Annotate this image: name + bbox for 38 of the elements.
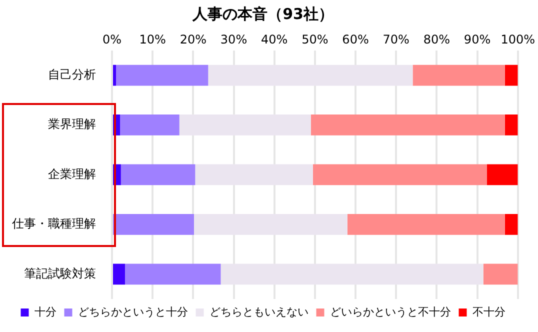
- x-tick-label: 10%: [139, 32, 166, 46]
- bar: [504, 114, 518, 136]
- legend-label: 不十分: [472, 305, 506, 318]
- bar: [347, 214, 505, 235]
- y-tick-label: 筆記試験対策: [24, 266, 96, 280]
- bar: [504, 214, 518, 235]
- chart-title: 人事の本音（93社）: [192, 4, 334, 23]
- bar: [504, 64, 518, 86]
- bar: [113, 214, 194, 235]
- bar: [124, 264, 221, 285]
- y-tick-label: 企業理解: [48, 166, 96, 181]
- x-tick-label: 80%: [423, 32, 450, 46]
- legend-label: どちらかというと十分: [78, 305, 188, 318]
- x-tick-label: 50%: [302, 32, 328, 46]
- x-tick-label: 0%: [102, 32, 122, 46]
- bar: [120, 114, 180, 136]
- legend-label: どいらかというと不十分: [330, 305, 451, 318]
- x-tick-label: 100%: [500, 32, 536, 46]
- y-tick-label: 仕事・職種理解: [11, 216, 96, 231]
- y-tick-label: 自己分析: [48, 67, 96, 82]
- x-tick-label: 90%: [464, 32, 491, 46]
- bar: [487, 164, 518, 186]
- x-tick-label: 30%: [220, 32, 248, 46]
- bar: [113, 64, 116, 86]
- bar: [312, 164, 488, 186]
- bar: [310, 114, 505, 136]
- x-tick-label: 60%: [342, 32, 369, 46]
- x-tick-label: 40%: [261, 32, 288, 46]
- bar: [120, 164, 196, 186]
- x-tick-label: 20%: [180, 32, 207, 46]
- bar: [116, 64, 208, 86]
- bar: [483, 264, 518, 285]
- legend-label: どちらともいえない: [209, 305, 308, 318]
- bar: [113, 264, 125, 285]
- x-tick-label: 70%: [382, 32, 410, 46]
- legend-label: 十分: [34, 305, 56, 318]
- y-tick-label: 業界理解: [48, 117, 96, 132]
- bar: [412, 64, 505, 86]
